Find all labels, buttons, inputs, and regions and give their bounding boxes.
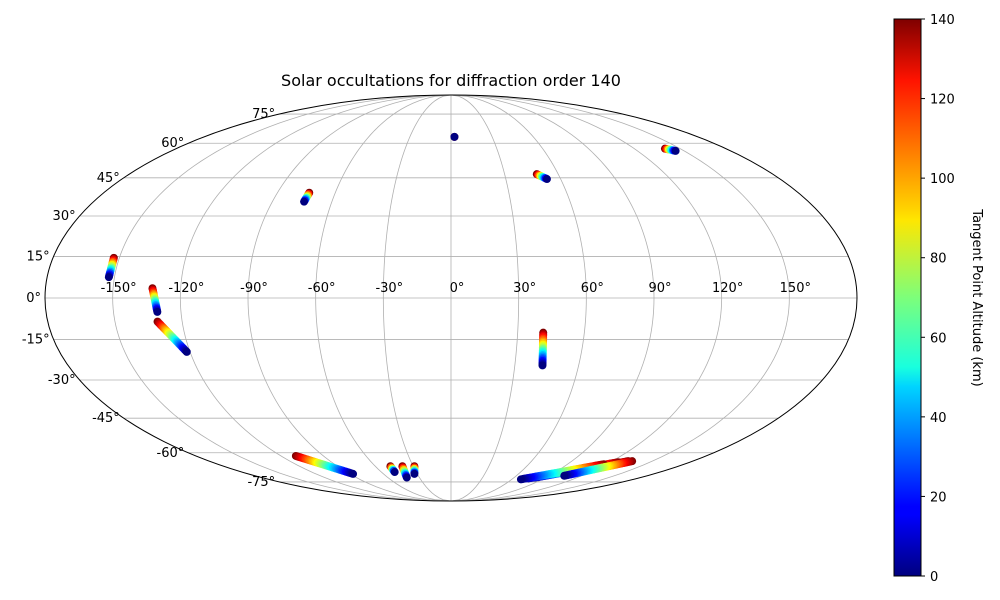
occultation-point <box>402 473 411 482</box>
colorbar-tick-label: 20 <box>930 490 947 505</box>
longitude-tick-label: -90° <box>240 281 268 296</box>
colorbar-label: Tangent Point Altitude (km) <box>969 208 984 386</box>
latitude-tick-labels: -75° -60° -45° -30° -15° 0° 15° 30° 45° 60° 75° <box>22 107 275 490</box>
latitude-tick-label: -30° <box>48 373 76 388</box>
map-area <box>45 95 857 501</box>
occultation-point <box>104 273 113 282</box>
latitude-tick-label: -15° <box>22 333 50 348</box>
occultation-point <box>671 146 680 155</box>
occultation-point <box>538 361 547 370</box>
occultation-point <box>300 197 309 206</box>
longitude-tick-label: 30° <box>513 281 536 296</box>
occultation-point <box>542 175 551 184</box>
map-outline <box>44 94 858 502</box>
latitude-tick-label: 75° <box>252 107 275 122</box>
colorbar: 0 20 40 60 80 100 120 140 Tangent Point Altitud… <box>893 13 984 585</box>
latitude-tick-label: 60° <box>161 136 184 151</box>
latitude-tick-label: -75° <box>247 475 275 490</box>
occultation-point <box>560 471 569 480</box>
latitude-tick-label: 45° <box>97 171 120 186</box>
latitude-tick-label: -60° <box>157 446 185 461</box>
occultation-point <box>516 475 525 484</box>
occultation-point <box>410 469 419 478</box>
colorbar-tick-label: 120 <box>930 93 955 108</box>
longitude-tick-label: 60° <box>581 281 604 296</box>
chart-title: Solar occultations for diffraction order… <box>281 71 621 90</box>
longitude-tick-label: 90° <box>648 281 671 296</box>
longitude-tick-label: 150° <box>780 281 811 296</box>
longitude-tick-label: 120° <box>712 281 743 296</box>
colorbar-tick-label: 0 <box>930 570 938 585</box>
occultation-point <box>450 132 459 141</box>
occultation-point <box>182 347 191 356</box>
latitude-tick-label: 0° <box>26 291 41 306</box>
colorbar-tick-label: 60 <box>930 331 947 346</box>
longitude-tick-label: -60° <box>308 281 336 296</box>
longitude-tick-label: 0° <box>450 281 465 296</box>
colorbar-ticks: 0 20 40 60 80 100 120 140 <box>921 13 955 585</box>
longitude-tick-label: -120° <box>168 281 204 296</box>
colorbar-tick-label: 40 <box>930 411 947 426</box>
graticule <box>45 95 857 501</box>
occultation-point <box>390 468 399 477</box>
colorbar-tick-label: 100 <box>930 172 955 187</box>
latitude-tick-label: -45° <box>92 411 120 426</box>
latitude-tick-label: 15° <box>27 249 50 264</box>
longitude-tick-label: -150° <box>101 281 137 296</box>
colorbar-gradient <box>893 18 922 577</box>
longitude-tick-labels: -150° -120° -90° -60° -30° 0° 30° 60° 90° 120° 150… <box>101 281 811 296</box>
colorbar-tick-label: 140 <box>930 13 955 28</box>
occultation-point <box>349 469 358 478</box>
colorbar-tick-label: 80 <box>930 252 947 267</box>
occultation-point <box>153 307 162 316</box>
occultation-points <box>104 132 680 484</box>
latitude-tick-label: 30° <box>53 209 76 224</box>
longitude-tick-label: -30° <box>375 281 403 296</box>
